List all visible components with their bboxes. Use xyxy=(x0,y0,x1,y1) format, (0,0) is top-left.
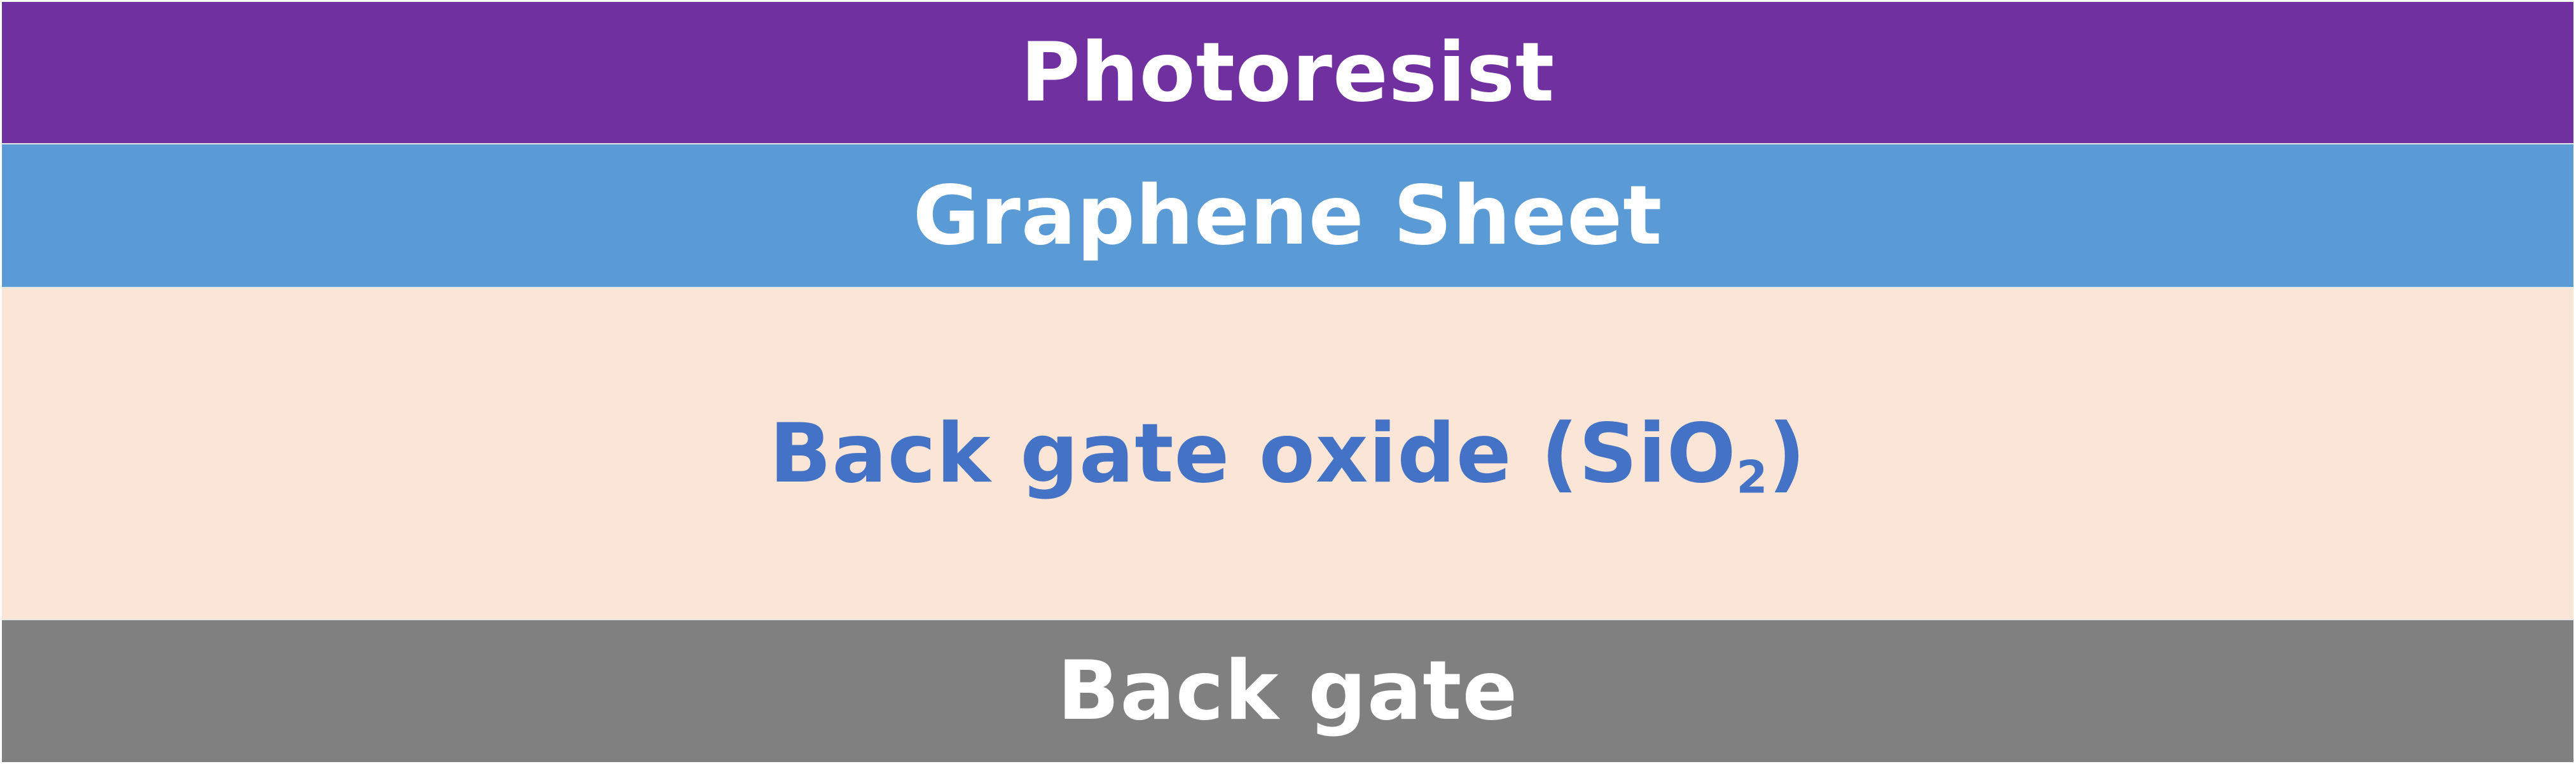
photoresist-layer: Photoresist xyxy=(2,2,2573,143)
back-gate-oxide-label-end: ) xyxy=(1768,406,1807,501)
subscript-two: 2 xyxy=(1736,451,1768,504)
back-gate-oxide-label: Back gate oxide (SiO2) xyxy=(769,406,1806,501)
graphene-sheet-layer: Graphene Sheet xyxy=(2,143,2573,287)
photoresist-label: Photoresist xyxy=(1020,25,1555,120)
back-gate-oxide-label-main: Back gate oxide (SiO xyxy=(769,406,1737,501)
back-gate-layer: Back gate xyxy=(2,619,2573,762)
graphene-sheet-label: Graphene Sheet xyxy=(913,168,1663,263)
back-gate-label: Back gate xyxy=(1057,644,1519,739)
back-gate-oxide-layer: Back gate oxide (SiO2) xyxy=(2,287,2573,619)
